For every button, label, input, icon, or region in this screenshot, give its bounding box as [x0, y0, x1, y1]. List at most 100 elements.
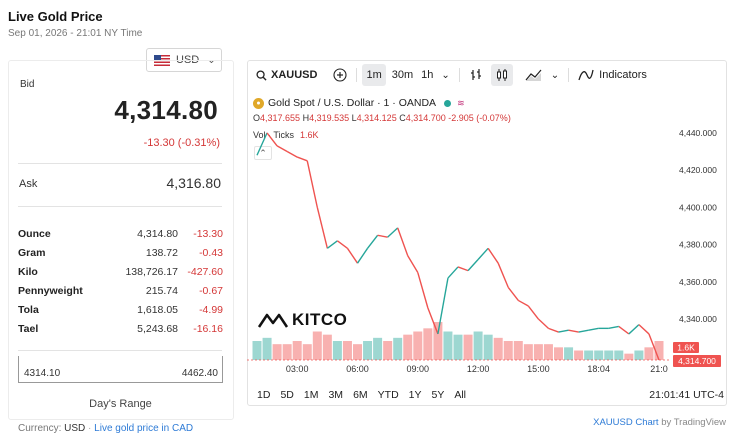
unit-change: -427.60 [187, 265, 223, 278]
compare-button[interactable] [329, 64, 351, 86]
y-tick-label: 4,420.000 [679, 165, 717, 175]
area-chart-button[interactable] [521, 64, 547, 86]
divider [18, 206, 222, 207]
unit-change: -0.43 [199, 246, 223, 259]
tradingview-chart-link[interactable]: XAUUSD Chart [593, 417, 659, 428]
unit-table: Ounce 4,314.80 -13.30 Gram 138.72 -0.43 … [18, 224, 223, 338]
symbol-search[interactable]: XAUUSD [252, 64, 321, 86]
legend-title: Gold Spot / U.S. Dollar · 1 · OANDA [268, 97, 437, 109]
collapse-legend-button[interactable]: ⌃ [254, 146, 272, 160]
tradingview-credit: XAUUSD Chart by TradingView [580, 417, 726, 428]
price-segment [487, 247, 499, 264]
indicators-button[interactable]: Indicators [574, 64, 651, 86]
range-tab-3m[interactable]: 3M [328, 389, 344, 401]
range-tab-1m[interactable]: 1M [303, 389, 319, 401]
range-tab-6m[interactable]: 6M [353, 389, 368, 401]
page-title: Live Gold Price [8, 9, 103, 24]
volume-bar [252, 341, 262, 360]
volume-bar [302, 344, 312, 360]
close-value: 4,314.700 [405, 113, 446, 123]
chart-type-menu[interactable]: ⌄ [547, 64, 563, 86]
volume-bar [614, 350, 624, 360]
price-segment [276, 145, 288, 153]
unit-name: Kilo [18, 265, 38, 278]
price-segment [507, 286, 519, 301]
currency-footer-label: Currency: [18, 423, 62, 434]
separator: · [88, 423, 95, 434]
price-segment [497, 262, 509, 288]
price-segment [447, 266, 459, 279]
volume-bar [554, 347, 563, 360]
x-tick-label: 18:04 [587, 364, 610, 374]
x-tick-label: 09:00 [407, 364, 430, 374]
price-chart[interactable]: 4,440.000 4,420.000 4,400.000 4,380.000 4,36… [247, 110, 727, 380]
plus-circle-icon [333, 68, 348, 82]
volume-tag [673, 342, 699, 353]
chart-clock[interactable]: 21:01:41 UTC-4 [649, 389, 724, 401]
quote-panel [8, 60, 234, 420]
currency-footer: Currency: USD · Live gold price in CAD [18, 423, 193, 434]
interval-30m[interactable]: 30m [391, 69, 414, 81]
price-segment [437, 277, 449, 335]
bar-type-button[interactable] [465, 64, 487, 86]
candles-button[interactable] [490, 64, 513, 86]
close-key: C [399, 113, 406, 123]
chart-legend: ● Gold Spot / U.S. Dollar · 1 · OANDA ≋ [253, 97, 465, 109]
price-segment [638, 324, 650, 335]
price-segment [578, 329, 589, 333]
high-value: 4,319.535 [309, 113, 350, 123]
bars-icon [470, 69, 481, 80]
x-tick-label: 12:00 [467, 364, 490, 374]
x-tick-label: 15:00 [527, 364, 550, 374]
range-tab-ytd[interactable]: YTD [377, 389, 399, 401]
range-tab-5d[interactable]: 5D [280, 389, 294, 401]
unit-row-kilo: Kilo 138,726.17 -427.60 [18, 262, 223, 281]
range-tab-1y[interactable]: 1Y [408, 389, 422, 401]
ask-label: Ask [19, 178, 38, 190]
y-tick-label: 4,340.000 [679, 314, 717, 324]
volume-tag-label: 1.6K [677, 343, 695, 353]
volume-bar [634, 350, 644, 360]
interval-1h[interactable]: 1h [421, 69, 434, 81]
volume-bar [292, 341, 302, 360]
volume-bar [654, 341, 664, 360]
volume-bar [433, 322, 443, 360]
price-segment [467, 259, 479, 272]
toolbar-separator [356, 68, 358, 82]
kitco-logo: KITCO [257, 310, 347, 330]
bid-label: Bid [20, 79, 35, 90]
price-segment [377, 234, 388, 238]
price-segment [356, 247, 369, 264]
unit-change: -4.99 [199, 303, 223, 316]
toolbar-separator [458, 68, 460, 82]
search-icon [256, 69, 267, 81]
unit-name: Pennyweight [18, 284, 83, 297]
price-segment [417, 272, 429, 309]
interval-1m[interactable]: 1m [362, 64, 386, 86]
market-open-icon [444, 99, 452, 107]
volume-bar [373, 337, 383, 360]
unit-price: 215.74 [145, 284, 178, 297]
chevron-down-icon: ⌄ [441, 69, 450, 81]
price-tag [673, 355, 721, 367]
price-tag-label: 4,314.700 [678, 356, 716, 366]
price-segment [266, 132, 278, 147]
range-tab-5y[interactable]: 5Y [431, 389, 445, 401]
price-segment [316, 207, 329, 249]
volume-bar [453, 334, 463, 360]
volume-label: Vol · Ticks [253, 130, 295, 140]
range-tab-1d[interactable]: 1D [257, 389, 271, 401]
volume-bar [403, 334, 413, 360]
interval-menu[interactable]: ⌄ [437, 64, 453, 86]
range-tab-all[interactable]: All [454, 389, 467, 401]
unit-price: 138.72 [145, 246, 178, 259]
price-segment [537, 318, 549, 329]
volume-bar [584, 350, 594, 360]
candles-icon [496, 69, 507, 81]
cad-price-link[interactable]: Live gold price in CAD [94, 423, 194, 434]
volume-bar [604, 350, 614, 360]
divider [18, 163, 222, 164]
unit-row-gram: Gram 138.72 -0.43 [18, 243, 223, 262]
price-segment [527, 305, 539, 320]
area-chart-icon [525, 69, 542, 81]
